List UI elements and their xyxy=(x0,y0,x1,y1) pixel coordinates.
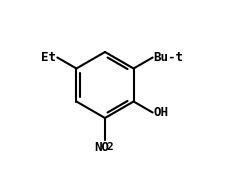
Text: 2: 2 xyxy=(107,142,113,152)
Text: OH: OH xyxy=(154,106,169,119)
Text: Et: Et xyxy=(41,51,56,64)
Text: NO: NO xyxy=(95,141,109,154)
Text: Bu-t: Bu-t xyxy=(154,51,184,64)
